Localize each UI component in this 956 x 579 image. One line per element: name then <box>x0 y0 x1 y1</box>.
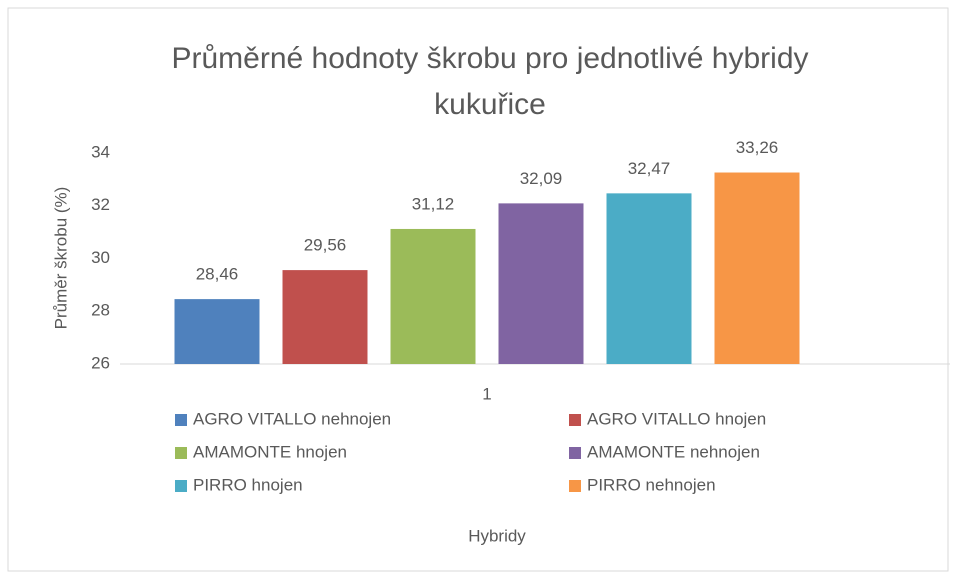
data-label: 29,56 <box>304 236 347 255</box>
legend-swatch <box>569 414 581 426</box>
legend-label: PIRRO nehnojen <box>587 475 716 494</box>
legend-label: AGRO VITALLO nehnojen <box>193 409 391 428</box>
data-label: 31,12 <box>412 194 455 213</box>
bar <box>498 203 584 364</box>
y-tick-label: 34 <box>91 142 110 161</box>
bar <box>282 270 368 364</box>
bar <box>714 172 800 364</box>
legend-swatch <box>569 480 581 492</box>
y-tick-label: 30 <box>91 248 110 267</box>
y-tick-label: 32 <box>91 195 110 214</box>
data-label: 28,46 <box>196 265 239 284</box>
x-axis-title: Hybridy <box>468 526 526 545</box>
data-label: 32,09 <box>520 169 563 188</box>
legend-swatch <box>175 480 187 492</box>
data-label: 32,47 <box>628 159 671 178</box>
bar <box>174 299 260 364</box>
legend-label: AMAMONTE nehnojen <box>587 442 760 461</box>
chart-title: Průměrné hodnoty škrobu pro jednotlivé h… <box>171 42 809 121</box>
data-label: 33,26 <box>736 138 779 157</box>
legend-swatch <box>175 447 187 459</box>
legend-swatch <box>175 414 187 426</box>
bar <box>390 228 476 364</box>
bar <box>606 193 692 364</box>
legend-swatch <box>569 447 581 459</box>
y-tick-label: 26 <box>91 353 110 372</box>
y-axis-title: Průměr škrobu (%) <box>51 187 70 330</box>
y-tick-label: 28 <box>91 301 110 320</box>
legend-label: PIRRO hnojen <box>193 475 303 494</box>
legend-label: AGRO VITALLO hnojen <box>587 409 766 428</box>
legend-label: AMAMONTE hnojen <box>193 442 347 461</box>
x-tick-label: 1 <box>482 384 491 403</box>
